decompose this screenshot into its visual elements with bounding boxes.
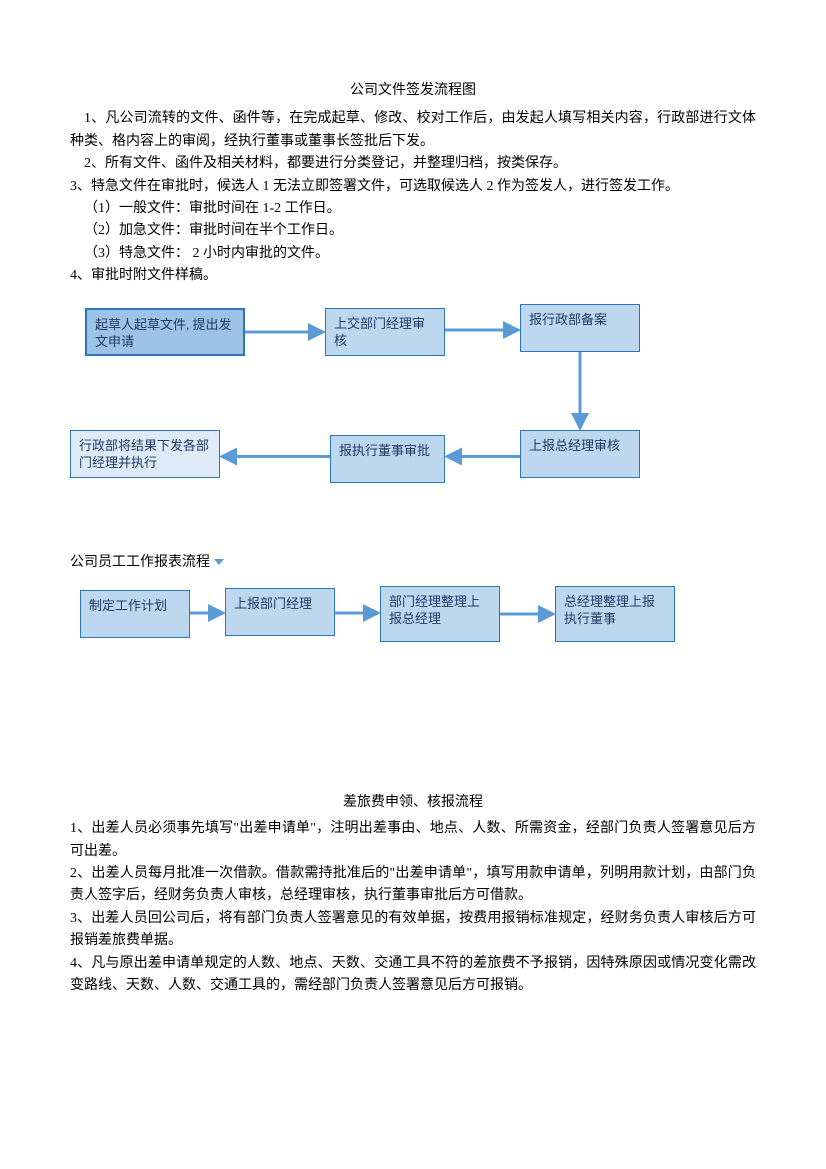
section1-para-4: 4、审批时附文件样稿。 — [70, 265, 756, 287]
flow-node-n6: 行政部将结果下发各部门经理并执行 — [70, 430, 220, 478]
flowchart-document-issue: 起草人起草文件, 提出发文申请 上交部门经理审核 报行政部备案上报总经理审核 报执行董… — [70, 300, 750, 530]
section1-title: 公司文件签发流程图 — [70, 80, 756, 102]
caret-icon — [214, 559, 224, 565]
flow-node-m2: 上报部门经理 — [225, 588, 335, 636]
document-page: 公司文件签发流程图 1、凡公司流转的文件、函件等，在完成起草、修改、校对工作后，… — [0, 0, 826, 1169]
section1-para-3-3: （3）特急文件： 2 小时内审批的文件。 — [70, 243, 756, 265]
flowchart-report: 制定工作计划上报部门经理部门经理整理上报总经理总经理整理上报执行董事 — [70, 582, 750, 682]
flow-node-m3: 部门经理整理上报总经理 — [380, 586, 500, 642]
flow-node-n3: 报行政部备案 — [520, 304, 640, 352]
flow-node-m1: 制定工作计划 — [80, 590, 190, 638]
section2-para-3: 3、出差人员回公司后，将有部门负责人签署意见的有效单据，按费用报销标准规定，经财… — [70, 908, 756, 953]
section1-para-2: 2、所有文件、函件及相关材料，都要进行分类登记，并整理归档，按类保存。 — [70, 153, 756, 175]
section1-para-1: 1、凡公司流转的文件、函件等，在完成起草、修改、校对工作后，由发起人填写相关内容… — [70, 108, 756, 153]
flow-node-n5: 报执行董事审批 — [330, 435, 445, 483]
flow-node-n1: 起草人起草文件, 提出发文申请 — [85, 308, 245, 356]
flow-node-m4: 总经理整理上报执行董事 — [555, 586, 675, 642]
section2-title: 差旅费申领、核报流程 — [70, 792, 756, 814]
section2-para-2: 2、出差人员每月批准一次借款。借款需持批准后的"出差申请单"，填写用款申请单，列… — [70, 863, 756, 908]
flow-node-n2: 上交部门经理审核 — [325, 308, 445, 356]
section-subtitle-report-flow: 公司员工工作报表流程 — [70, 552, 756, 574]
subtitle2-text: 公司员工工作报表流程 — [70, 555, 210, 570]
section1-para-3-2: （2）加急文件：审批时间在半个工作日。 — [70, 220, 756, 242]
section1-para-3-1: （1）一般文件：审批时间在 1-2 工作日。 — [70, 198, 756, 220]
flow-node-n4: 上报总经理审核 — [520, 430, 640, 478]
section1-para-3: 3、特急文件在审批时，候选人 1 无法立即签署文件，可选取候选人 2 作为签发人… — [70, 176, 756, 198]
section2-para-4: 4、凡与原出差申请单规定的人数、地点、天数、交通工具不符的差旅费不予报销，因特殊… — [70, 953, 756, 998]
section2-para-1: 1、出差人员必须事先填写"出差申请单"，注明出差事由、地点、人数、所需资金，经部… — [70, 818, 756, 863]
